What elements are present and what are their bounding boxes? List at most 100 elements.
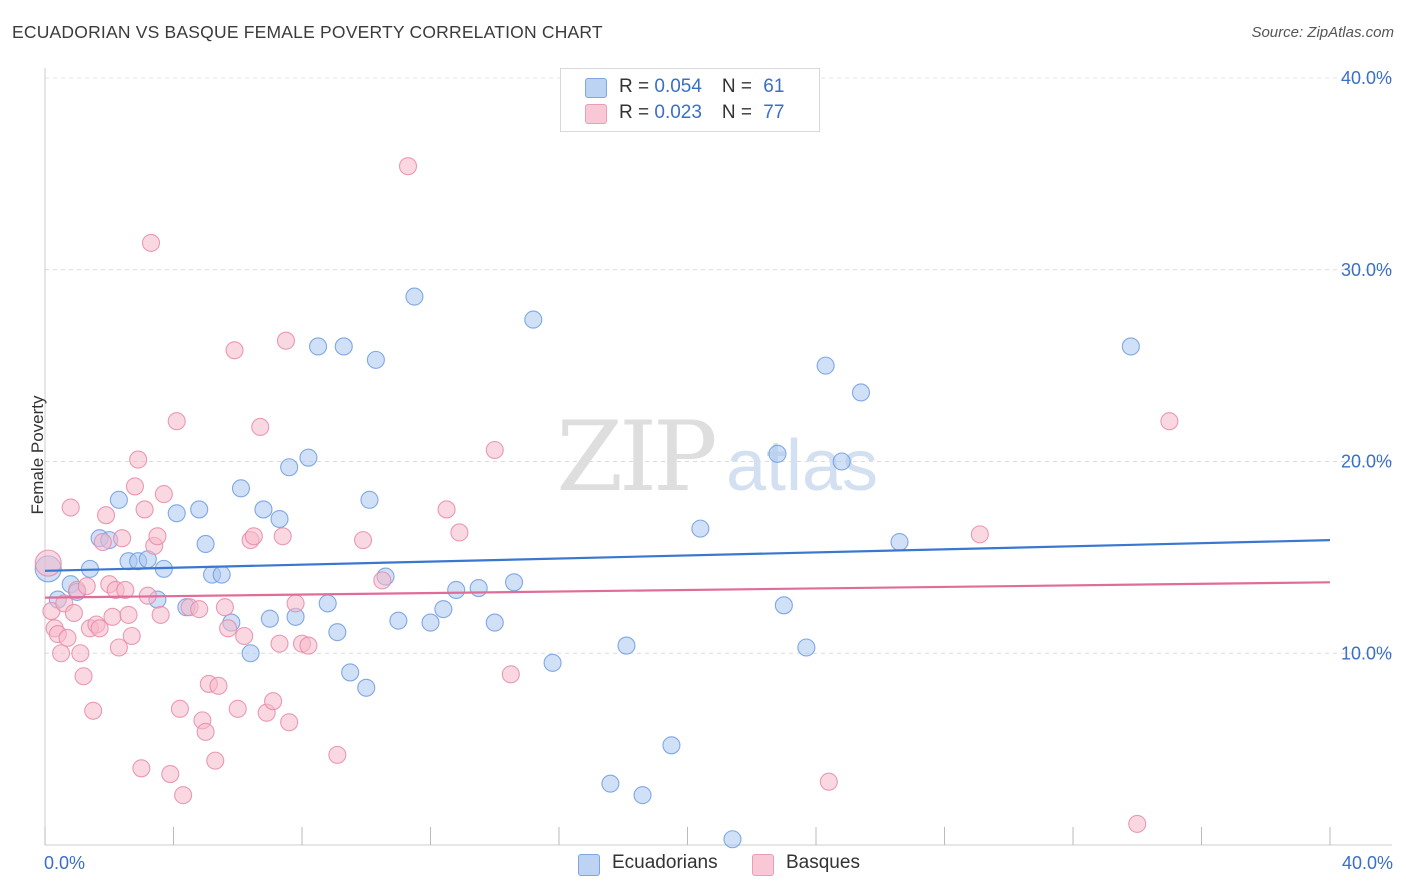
y-tick-label: 30.0% [1341, 260, 1392, 280]
point-basques [151, 605, 170, 624]
point-basques [135, 500, 154, 519]
point-basques [206, 751, 225, 770]
legend-r-label: R = [619, 76, 655, 97]
chart-source: Source: ZipAtlas.com [1251, 24, 1394, 41]
trend-lines [44, 539, 1331, 599]
point-ecuadorians [723, 830, 742, 849]
point-basques [103, 607, 122, 626]
point-basques [286, 594, 305, 613]
point-ecuadorians [543, 653, 562, 672]
trend-line-basques [44, 581, 1331, 599]
correlation-legend: R = 0.054 N = 61 R = 0.023 N = 77 [560, 68, 820, 132]
point-basques [273, 527, 292, 546]
point-ecuadorians [196, 534, 215, 554]
point-basques [328, 745, 347, 764]
point-ecuadorians [334, 337, 353, 356]
point-basques [174, 786, 193, 805]
point-basques [93, 532, 112, 552]
point-basques [170, 699, 189, 718]
point-basques [58, 628, 77, 647]
point-ecuadorians [662, 736, 681, 755]
point-basques [122, 626, 141, 646]
point-ecuadorians [434, 600, 453, 619]
point-ecuadorians [254, 500, 273, 519]
axes [44, 68, 1392, 846]
point-basques [353, 531, 373, 550]
y-tick-label: 40.0% [1341, 68, 1392, 88]
tick-labels: 10.0% 20.0% 30.0% 40.0% 0.0% 40.0% [44, 68, 1393, 873]
legend-text-ecuadorians: R = 0.054 N = 61 [619, 76, 784, 98]
point-ecuadorians [357, 678, 376, 697]
point-basques [270, 634, 289, 653]
x-tick-label-min: 0.0% [44, 853, 85, 873]
legend-n-value: 77 [763, 102, 785, 123]
y-axis-label: Female Poverty [28, 395, 47, 515]
legend-text-basques: R = 0.023 N = 77 [619, 102, 784, 124]
point-ecuadorians [341, 663, 360, 682]
point-ecuadorians [212, 565, 231, 584]
point-basques [77, 577, 96, 596]
point-ecuadorians [299, 448, 318, 467]
trend-line-ecuadorians [44, 539, 1331, 572]
point-ecuadorians [405, 287, 424, 306]
point-basques [209, 676, 228, 695]
point-basques [228, 699, 247, 718]
y-tick-label: 20.0% [1341, 452, 1392, 472]
point-basques [398, 157, 418, 176]
point-basques [96, 506, 116, 525]
point-basques [113, 529, 132, 548]
point-ecuadorians [469, 579, 488, 598]
watermark: ZIP atlas [556, 401, 878, 513]
point-ecuadorians [231, 479, 251, 498]
point-ecuadorians [601, 774, 620, 793]
point-basques [64, 603, 83, 623]
bottom-legend-label-basques: Basques [786, 852, 860, 873]
point-basques [485, 440, 504, 460]
point-basques [373, 571, 392, 590]
point-basques [235, 626, 254, 646]
point-basques [276, 331, 295, 350]
point-basques [116, 580, 135, 600]
legend-n-label: N = [721, 102, 758, 123]
point-basques [219, 619, 238, 638]
point-ecuadorians [318, 594, 337, 613]
point-ecuadorians [485, 613, 504, 632]
point-ecuadorians [167, 504, 186, 523]
watermark-atlas: atlas [726, 426, 878, 506]
point-basques [129, 450, 148, 469]
point-basques [141, 233, 161, 252]
point-ecuadorians [328, 623, 347, 642]
point-ecuadorians [633, 786, 652, 805]
bottom-legend-label-ecuadorians: Ecuadorians [612, 852, 718, 873]
point-basques [167, 412, 186, 431]
point-ecuadorians [851, 383, 871, 402]
point-ecuadorians [816, 356, 835, 375]
point-ecuadorians [1121, 337, 1140, 356]
bottom-legend-swatch-basques [752, 854, 774, 876]
point-basques [970, 525, 989, 544]
watermark-zip: ZIP [556, 401, 715, 513]
point-basques [148, 527, 167, 546]
y-tick-label: 10.0% [1341, 643, 1392, 663]
point-basques [1128, 814, 1147, 833]
point-ecuadorians [309, 337, 328, 356]
point-ecuadorians [389, 611, 408, 630]
legend-swatch-basques [585, 104, 607, 124]
point-basques [74, 667, 93, 686]
point-basques [501, 665, 520, 684]
x-tick-label-max: 40.0% [1342, 853, 1393, 873]
point-ecuadorians [421, 613, 440, 632]
point-ecuadorians [504, 573, 524, 592]
point-ecuadorians [774, 596, 793, 615]
point-ecuadorians [890, 532, 909, 552]
point-basques [132, 759, 151, 778]
point-ecuadorians [832, 452, 851, 471]
point-basques [1160, 412, 1179, 431]
point-basques [190, 600, 209, 619]
point-basques [225, 341, 244, 360]
point-ecuadorians [270, 509, 289, 529]
point-basques [119, 605, 138, 624]
point-ecuadorians [617, 636, 636, 655]
point-basques [52, 644, 71, 663]
point-ecuadorians [447, 580, 466, 600]
